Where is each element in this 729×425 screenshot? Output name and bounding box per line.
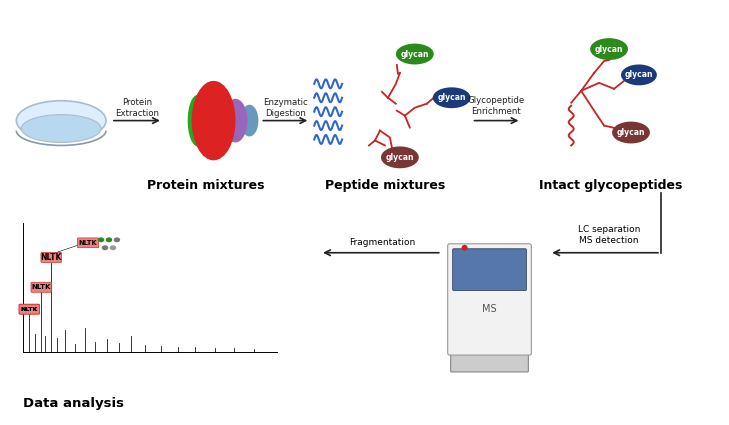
FancyBboxPatch shape [451,352,529,372]
Ellipse shape [114,237,120,242]
Ellipse shape [16,101,106,141]
Text: Protein mixtures: Protein mixtures [147,178,265,192]
Ellipse shape [241,105,258,136]
Ellipse shape [612,122,650,144]
Text: NLTK: NLTK [31,284,51,290]
Text: Protein
Extraction: Protein Extraction [115,98,159,118]
FancyBboxPatch shape [31,282,52,292]
Text: Peptide mixtures: Peptide mixtures [325,178,445,192]
Text: glycan: glycan [437,93,466,102]
Ellipse shape [590,38,628,60]
FancyBboxPatch shape [19,304,39,314]
Ellipse shape [381,147,418,168]
Text: Data analysis: Data analysis [23,397,125,410]
Text: glycan: glycan [400,50,429,59]
FancyBboxPatch shape [41,252,61,263]
Text: glycan: glycan [386,153,414,162]
Text: NLTK: NLTK [41,253,62,262]
Text: glycan: glycan [617,128,645,137]
Text: NLTK: NLTK [79,240,98,246]
FancyBboxPatch shape [77,238,98,248]
Ellipse shape [433,87,471,108]
Ellipse shape [110,245,116,250]
Text: Fragmentation: Fragmentation [348,238,415,247]
FancyBboxPatch shape [19,305,39,314]
Text: glycan: glycan [595,45,623,54]
Ellipse shape [21,115,101,142]
Text: NLTK: NLTK [20,307,38,312]
Text: Intact glycopeptides: Intact glycopeptides [539,178,683,192]
Text: Enzymatic
Digestion: Enzymatic Digestion [263,98,308,118]
Text: Glycopeptide
Enrichment: Glycopeptide Enrichment [468,96,525,116]
Ellipse shape [461,245,467,251]
Ellipse shape [396,44,434,65]
Ellipse shape [102,245,108,250]
Ellipse shape [224,99,247,142]
Ellipse shape [621,65,657,85]
Ellipse shape [187,95,208,147]
Text: glycan: glycan [625,71,653,79]
Text: MS: MS [482,304,497,314]
Ellipse shape [98,237,104,242]
FancyBboxPatch shape [453,249,526,290]
Text: LC separation
MS detection: LC separation MS detection [578,225,640,245]
Ellipse shape [192,81,235,160]
Text: NLTK: NLTK [20,306,38,312]
Ellipse shape [106,237,112,242]
FancyBboxPatch shape [448,244,531,355]
